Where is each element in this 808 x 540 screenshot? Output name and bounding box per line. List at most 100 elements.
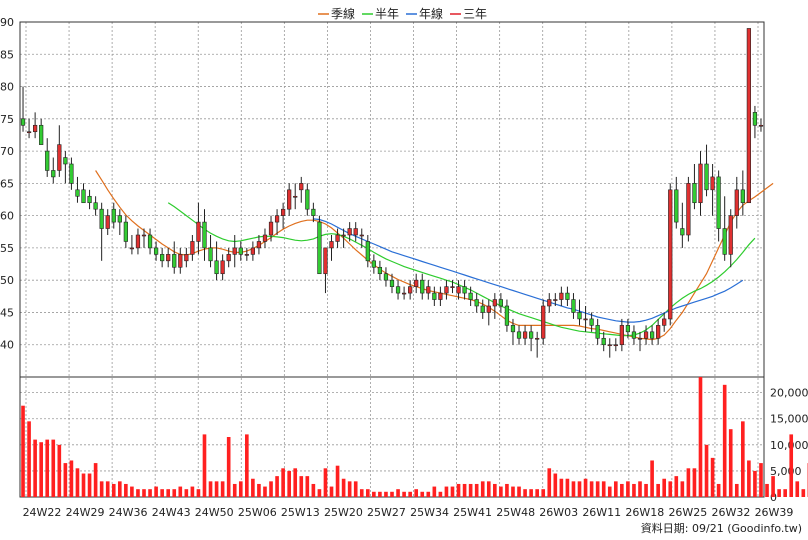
volume-bar [698,377,703,497]
volume-bar [468,483,473,497]
candle-body [510,325,516,333]
volume-bar [263,486,267,497]
volume-bar [136,489,140,497]
candle-body [202,221,207,249]
volume-bar [553,473,558,497]
volume-bar [541,489,546,497]
volume-bar [33,439,37,497]
candle-body [293,195,298,198]
volume-bar [335,465,340,497]
x-tick-label: 26W25 [668,506,707,519]
candle-body [529,331,534,339]
volume-bar [759,463,763,497]
volume-bar [420,491,425,497]
volume-bar [771,476,775,497]
volume-bar [323,468,328,497]
volume-bar [51,439,56,497]
candle-body [20,118,26,126]
volume-bar [166,489,171,497]
x-tick-label: 26W18 [625,506,664,519]
volume-bar [565,478,570,497]
candle-body [105,215,110,229]
volume-bar [493,483,497,497]
volume-bar [148,489,152,497]
volume-bar [275,476,279,497]
candle-body [432,292,437,300]
candle-body [722,228,727,255]
volume-bar [450,486,455,497]
volume-bar [583,478,588,497]
candle-body [26,131,32,134]
candle-body [716,176,721,229]
candle-body [408,286,413,294]
x-tick-label: 24W22 [23,506,62,519]
volume-bar [154,486,158,497]
volume-bar [372,491,376,497]
volume-bar [523,489,527,497]
candle-body [317,221,322,275]
volume-tick-label: 20,000 [770,387,808,400]
volume-bar [741,421,745,497]
candle-body [704,163,709,191]
volume-bar [432,486,437,497]
volume-bar [317,489,322,497]
volume-bar [124,483,128,497]
candle-body [613,344,618,347]
candle-body [589,318,594,326]
volume-bar [378,491,382,497]
volume-tick-label: 10,000 [770,439,808,452]
x-tick-label: 24W50 [195,506,234,519]
volume-bar [245,434,249,497]
volume-bar [27,421,31,497]
candle-body [752,112,758,126]
candle-body [353,228,358,236]
price-tick-label: 70 [0,145,14,158]
x-tick-label: 25W27 [367,506,406,519]
candle-body [758,124,764,127]
volume-bar [638,481,642,497]
candle-body [160,254,165,262]
volume-bar [795,481,800,497]
x-tick-label: 24W36 [109,506,148,519]
candle-body [341,234,346,237]
volume-bar [734,483,739,497]
volume-bar [232,483,237,497]
volume-bar [238,481,243,497]
price-tick-label: 40 [0,339,14,352]
volume-bar [305,476,310,497]
candle-body [480,305,485,313]
candle-body [365,241,370,262]
candle-body [571,299,576,313]
candle-body [541,305,546,339]
candle-body [172,254,177,268]
legend-label: 三年 [463,7,487,21]
volume-bar [226,437,231,497]
volume-bar [438,491,443,497]
candle-body [57,144,62,171]
legend-label: 季線 [331,6,355,21]
x-tick-label: 25W34 [410,506,449,519]
candle-body [359,234,364,237]
candle-body [522,331,528,339]
volume-bar [686,468,691,497]
volume-bar [384,491,388,497]
price-tick-label: 80 [0,81,14,94]
candle-body [347,228,352,236]
x-tick-label: 26W39 [755,506,794,519]
candle-body [631,331,637,339]
volume-bar [353,481,358,497]
candle-body [710,176,715,191]
volume-bar [390,491,394,497]
volume-bar [656,483,660,497]
candle-body [81,189,86,204]
volume-bar [505,483,509,497]
candle-body [414,279,419,287]
volume-bar [668,481,673,497]
candle-body [692,183,697,204]
candle-body [87,195,92,204]
volume-bar [299,476,304,497]
candle-body [135,234,141,249]
volume-bar [777,489,781,497]
candle-body [238,247,243,255]
